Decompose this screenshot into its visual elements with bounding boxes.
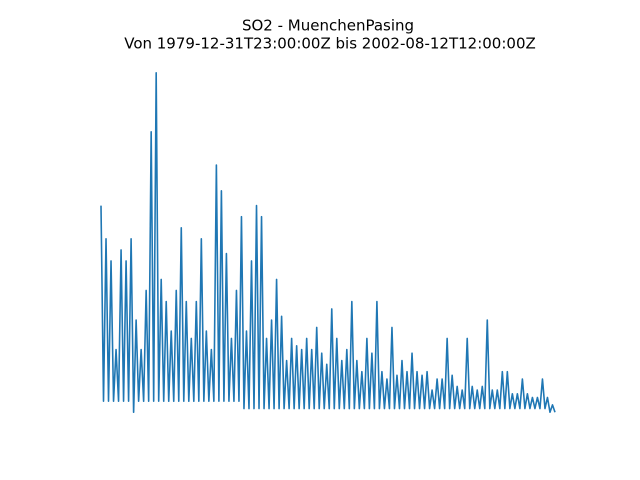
chart-subtitle: Von 1979-12-31T23:00:00Z bis 2002-08-12T… (124, 35, 536, 53)
data-line (100, 71, 556, 414)
chart-title: SO2 - MuenchenPasing (242, 17, 414, 35)
